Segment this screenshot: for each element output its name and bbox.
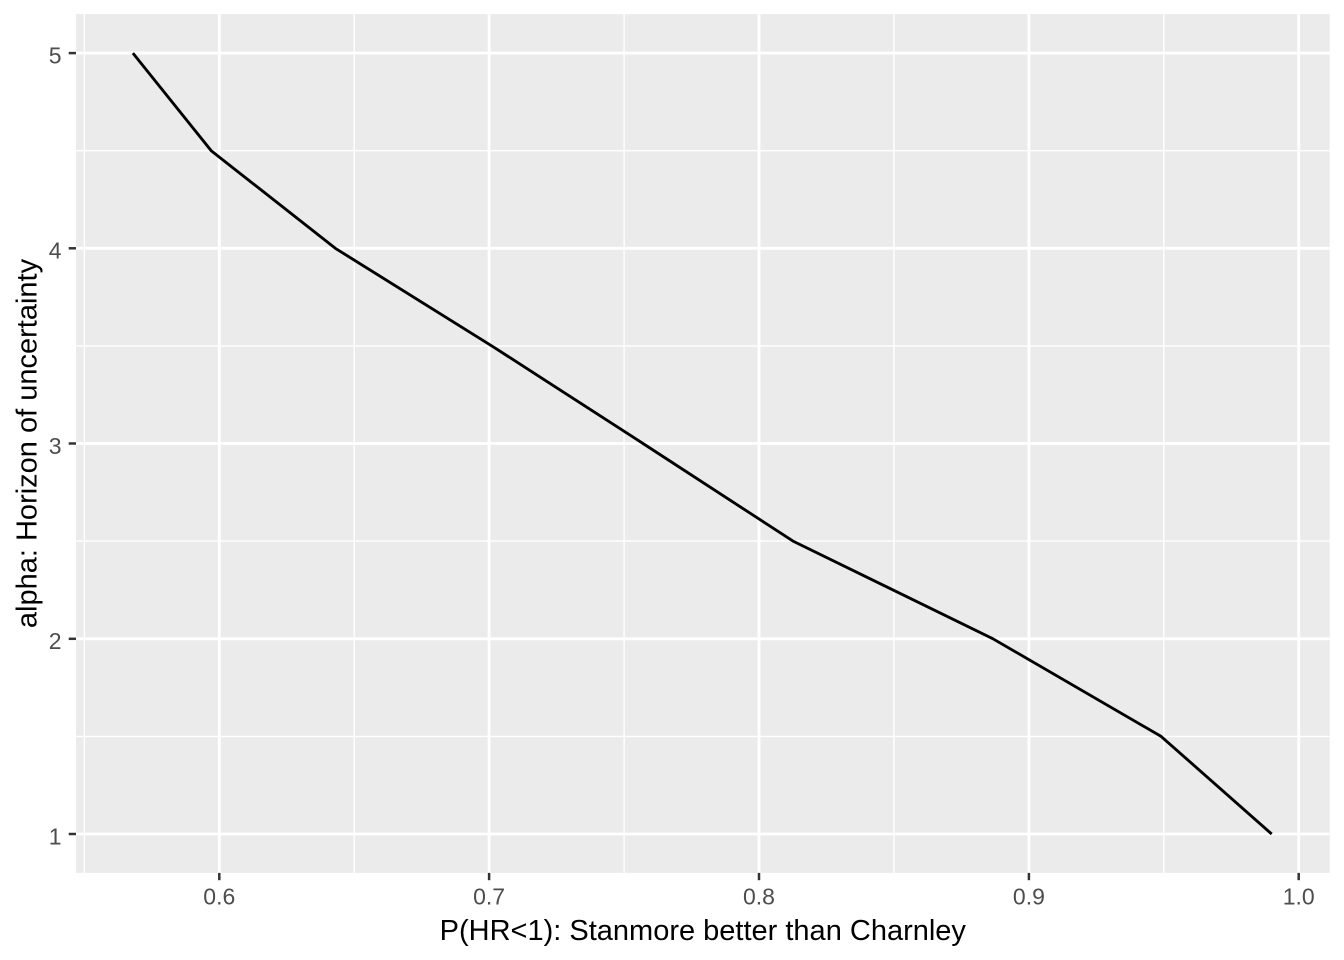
svg-text:4: 4 <box>49 238 62 264</box>
svg-text:0.8: 0.8 <box>743 884 775 910</box>
svg-text:5: 5 <box>49 42 62 68</box>
svg-text:1: 1 <box>49 823 62 849</box>
svg-text:0.6: 0.6 <box>203 884 235 910</box>
svg-text:3: 3 <box>49 433 62 459</box>
svg-text:2: 2 <box>49 628 62 654</box>
svg-text:1.0: 1.0 <box>1283 884 1315 910</box>
svg-text:0.9: 0.9 <box>1013 884 1045 910</box>
svg-text:P(HR<1): Stanmore better than: P(HR<1): Stanmore better than Charnley <box>440 915 967 947</box>
svg-text:alpha: Horizon of uncertainty: alpha: Horizon of uncertainty <box>12 258 44 628</box>
svg-text:0.7: 0.7 <box>473 884 505 910</box>
